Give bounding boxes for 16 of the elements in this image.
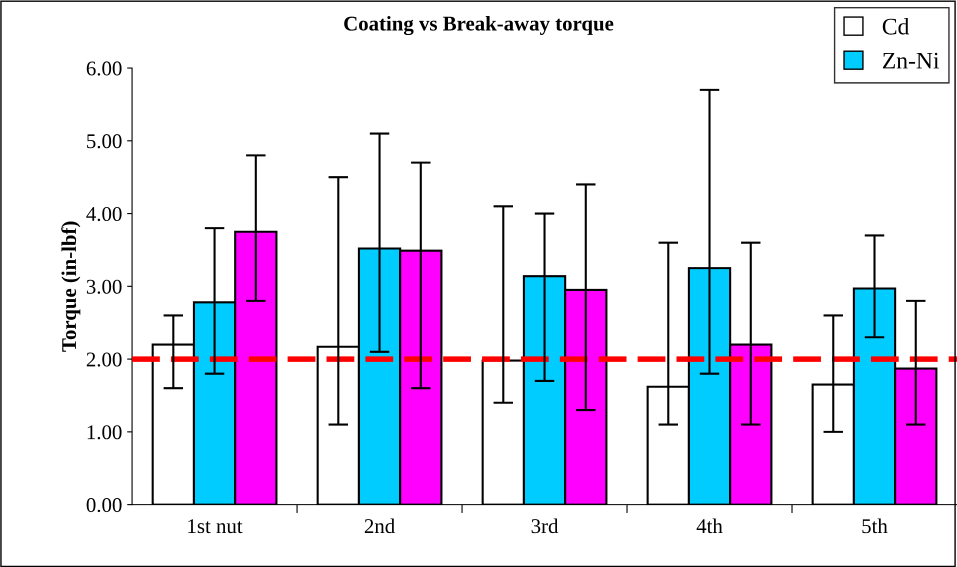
x-tick-label: 2nd xyxy=(364,518,395,534)
y-tick-label: 2.00 xyxy=(86,352,122,367)
y-tick-label: 0.00 xyxy=(86,498,122,512)
legend-label: Zn-Ni xyxy=(882,52,940,68)
y-tick-label: 6.00 xyxy=(86,61,122,76)
x-tick-label: 3rd xyxy=(532,518,558,534)
x-tick-label: 5th xyxy=(862,518,888,534)
y-tick-label: 3.00 xyxy=(86,280,122,294)
y-tick-label: 1.00 xyxy=(88,425,122,440)
x-tick-label: 1st nut xyxy=(188,519,243,534)
y-axis-title: Torque (in-lbf) xyxy=(61,222,80,352)
x-tick-label: 4th xyxy=(696,518,723,534)
y-tick-label: 5.00 xyxy=(87,134,122,148)
legend-label: Cd xyxy=(882,18,910,35)
chart-title: Coating vs Break-away torque xyxy=(344,16,614,36)
y-tick-label: 4.00 xyxy=(86,206,122,222)
